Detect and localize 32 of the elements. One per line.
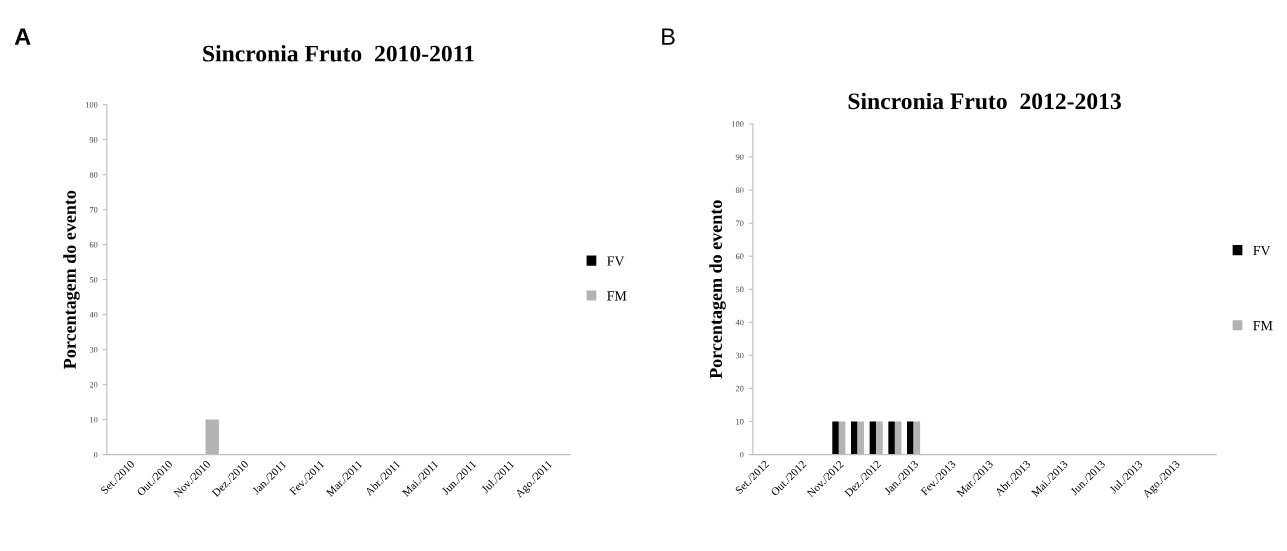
chart-title: Sincronia Fruto 2010-2011 [203, 44, 474, 62]
y-tick-label: 80 [735, 187, 744, 194]
text: A [14, 28, 31, 45]
y-axis-title: Porcentagem do evento [63, 190, 80, 369]
y-tick-label: 60 [89, 241, 98, 248]
y-tick-label: 0 [93, 451, 98, 458]
text: B [662, 28, 675, 45]
y-tick-label: 20 [89, 381, 98, 388]
y-tick-label: 30 [89, 346, 98, 353]
y-tick-label: 50 [736, 286, 744, 293]
y-tick-label: 100 [86, 102, 98, 108]
y-tick-label: 80 [89, 172, 98, 178]
y-tick-label: 0 [740, 451, 744, 458]
y-axis-title: Porcentagem do evento [709, 200, 726, 379]
legend-label: FM [1253, 321, 1273, 331]
y-tick-label: 50 [89, 276, 98, 283]
y-tick-label: 20 [735, 385, 744, 392]
y-tick-label: 100 [732, 121, 744, 127]
y-tick-label: 90 [735, 154, 744, 161]
y-tick-label: 40 [89, 311, 98, 318]
y-tick-label: 10 [736, 418, 744, 425]
y-tick-label: 30 [735, 352, 744, 359]
y-tick-label: 70 [736, 220, 744, 227]
y-tick-label: 10 [90, 416, 98, 423]
legend-label: FV [1253, 245, 1271, 256]
y-tick-label: 90 [89, 137, 98, 143]
y-tick-label: 40 [735, 319, 744, 326]
legend-label: FM [607, 291, 627, 301]
y-tick-label: 70 [90, 207, 98, 213]
legend-label: FV [607, 256, 625, 266]
y-tick-label: 60 [735, 253, 744, 260]
chart-title: Sincronia Fruto 2012-2013 [848, 92, 1121, 110]
